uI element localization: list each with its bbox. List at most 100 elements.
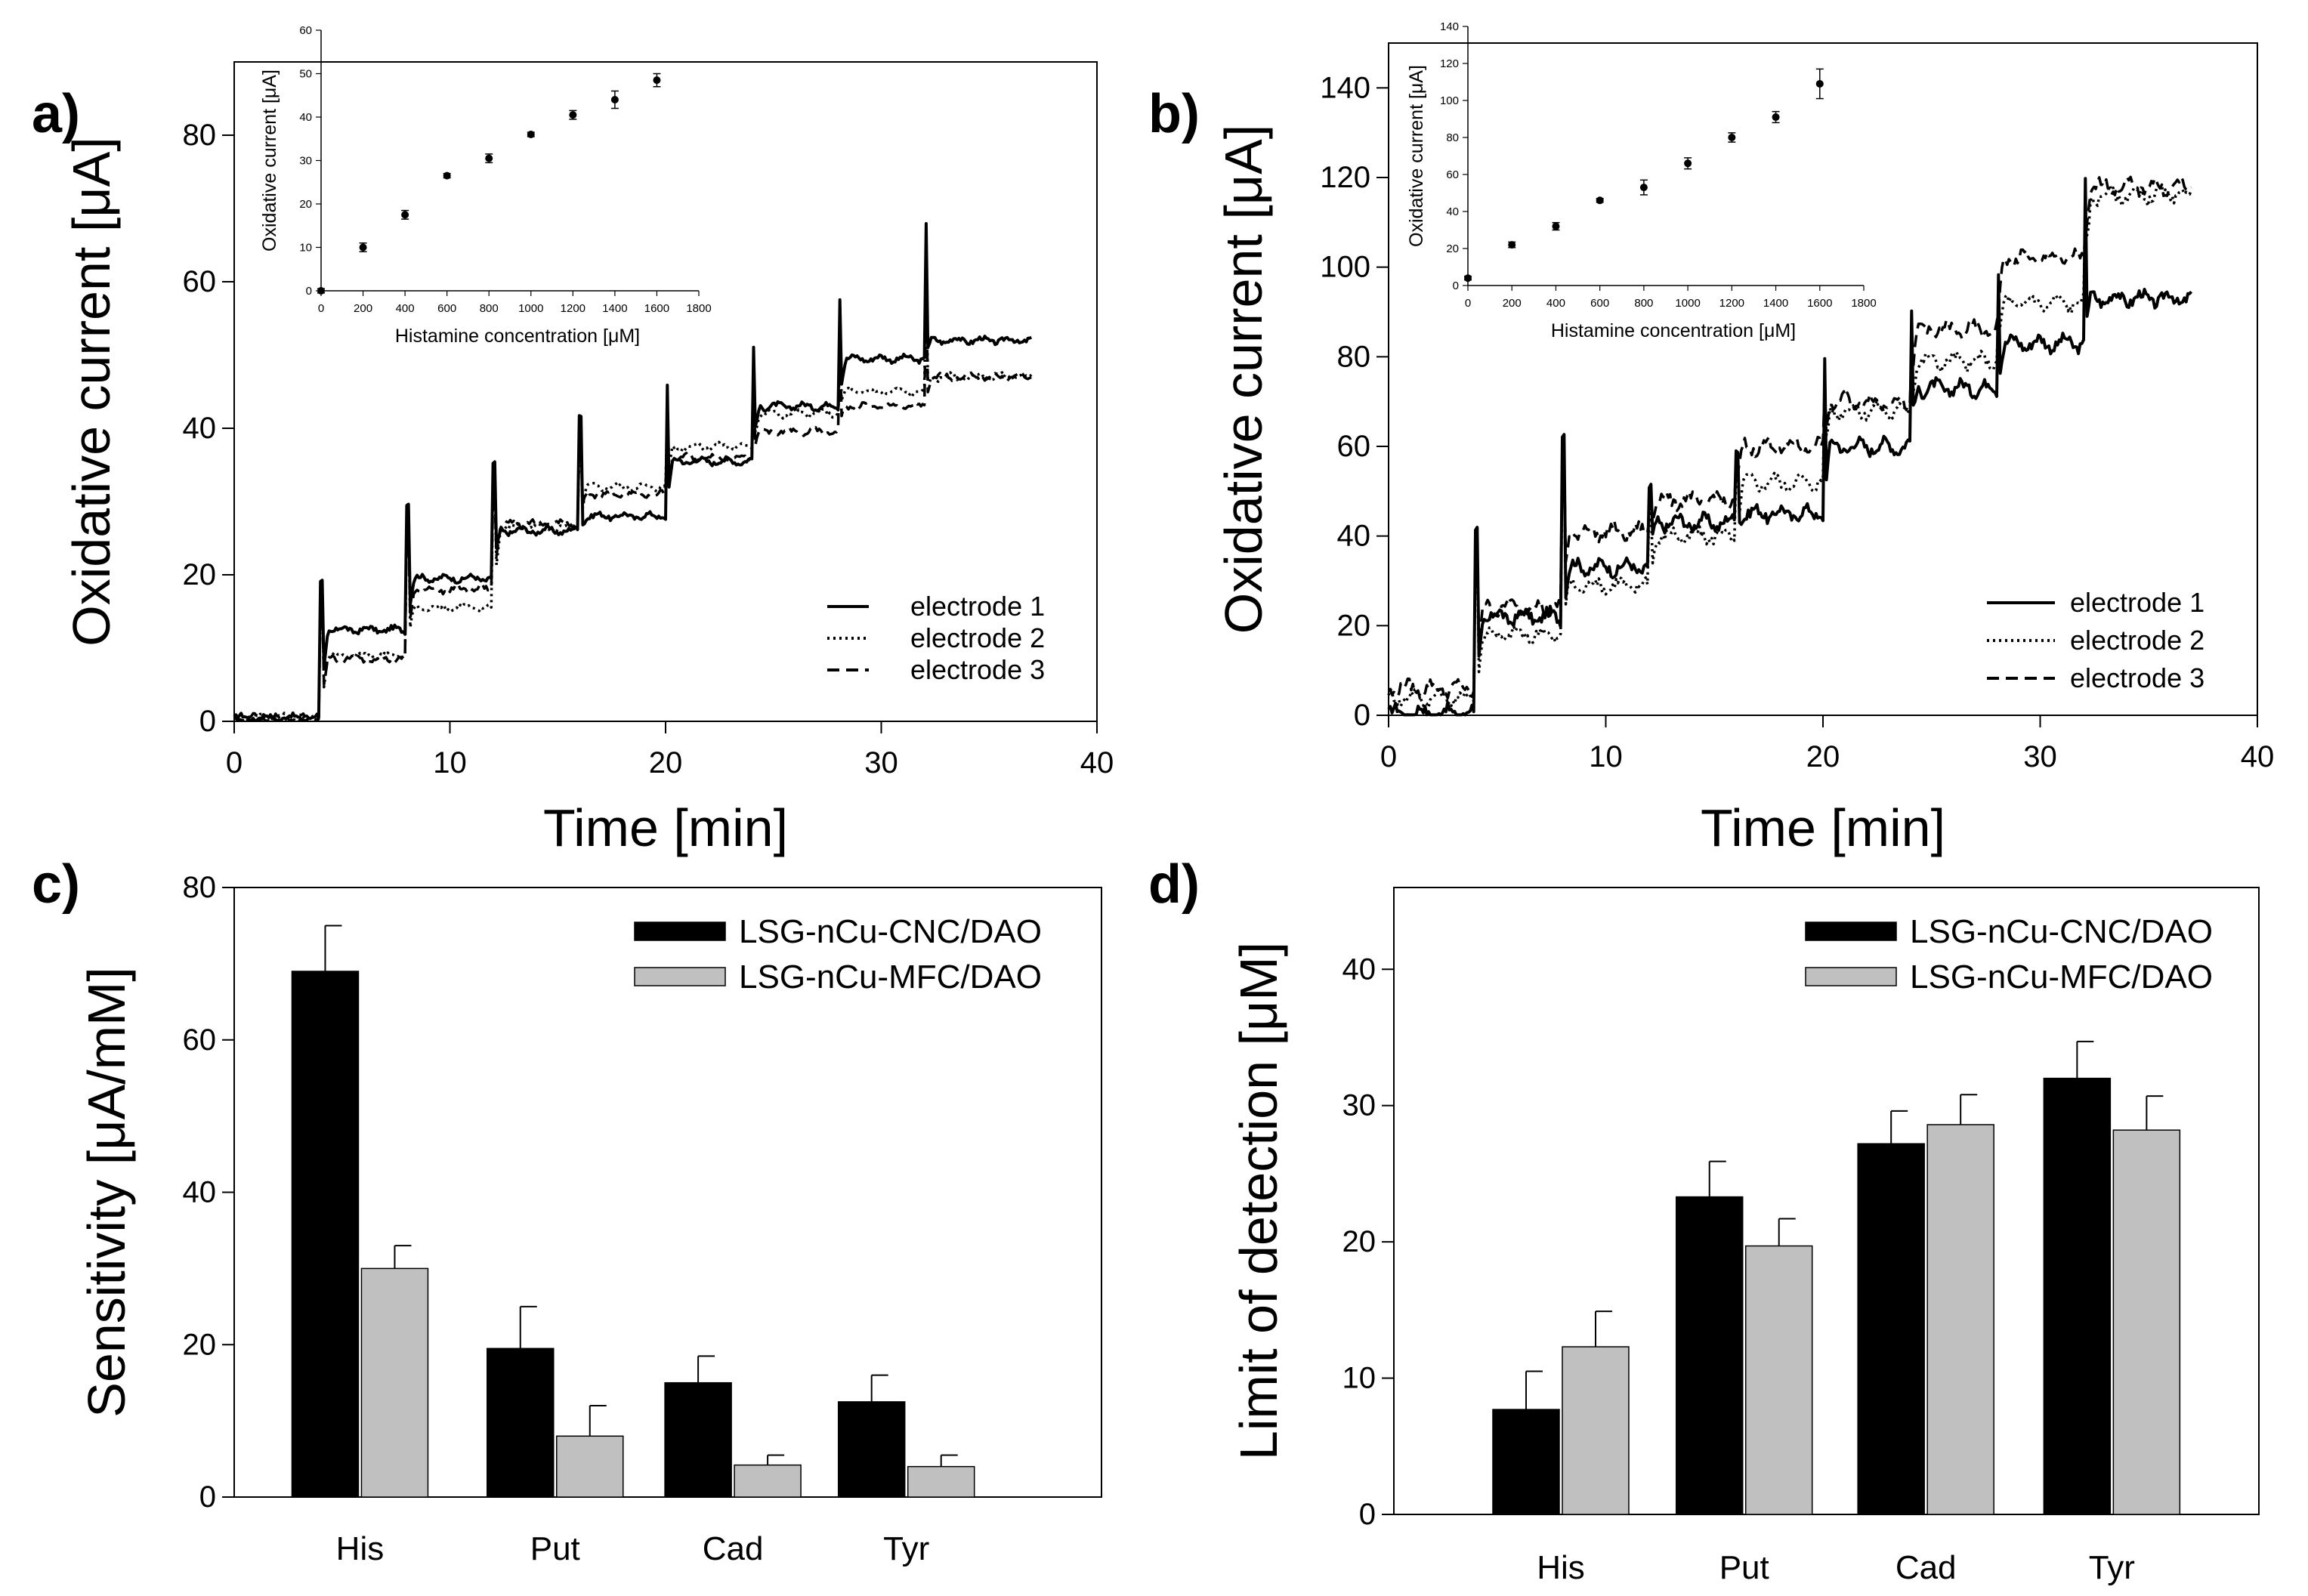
x-tick-label: 20 xyxy=(1806,740,1840,773)
inset-data-point xyxy=(569,111,577,119)
legend-label-1: electrode 1 xyxy=(2070,587,2204,618)
series-line-3 xyxy=(1387,175,2192,700)
bar-put-mfc xyxy=(1744,1245,1813,1515)
x-tick-label: 0 xyxy=(226,746,243,779)
legend-label-cnc: LSG-nCu-CNC/DAO xyxy=(1910,913,2213,950)
y-tick-label: 120 xyxy=(1320,161,1370,194)
inset-x-tick-label: 1400 xyxy=(602,302,627,315)
inset-y-tick-label: 10 xyxy=(299,242,312,255)
inset-x-tick-label: 1600 xyxy=(644,302,669,315)
category-label: Tyr xyxy=(883,1530,929,1567)
y-tick-label: 80 xyxy=(183,119,217,152)
inset-x-tick-label: 0 xyxy=(318,302,324,315)
inset-x-tick-label: 1600 xyxy=(1807,297,1832,310)
y-tick-label: 100 xyxy=(1320,251,1370,284)
inset-x-tick-label: 1200 xyxy=(1719,297,1744,310)
y-axis-title: Oxidative current [μA] xyxy=(62,137,121,646)
inset-y-tick-label: 60 xyxy=(1446,168,1459,181)
inset-y-tick-label: 20 xyxy=(299,198,312,211)
inset-y-tick-label: 140 xyxy=(1440,20,1459,33)
x-tick-label: 10 xyxy=(1589,740,1623,773)
inset-y-axis-title: Oxidative current [μA] xyxy=(1406,65,1427,247)
panel-label-c: c) xyxy=(32,854,80,915)
inset-data-point xyxy=(610,96,619,103)
inset-x-axis-title: Histamine concentration [μM] xyxy=(395,326,640,347)
bar-cad-cnc xyxy=(1857,1143,1925,1515)
category-label: Put xyxy=(1719,1549,1769,1586)
bar-put-cnc xyxy=(1675,1196,1744,1515)
inset-y-tick-label: 50 xyxy=(299,68,312,81)
y-axis-title: Oxidative current [μA] xyxy=(1214,125,1273,634)
inset-data-point xyxy=(527,131,535,138)
y-axis-title: Limit of detection [μM] xyxy=(1229,942,1288,1460)
bar-cad-mfc xyxy=(734,1464,802,1498)
y-tick-label: 20 xyxy=(183,1328,217,1361)
inset-y-tick-label: 20 xyxy=(1446,242,1459,255)
inset-x-tick-label: 600 xyxy=(437,302,456,315)
category-label: Tyr xyxy=(2089,1549,2135,1586)
category-label: His xyxy=(1537,1549,1585,1586)
legend-label-2: electrode 2 xyxy=(2070,625,2204,656)
inset-x-tick-label: 1400 xyxy=(1763,297,1788,310)
inset-y-tick-label: 100 xyxy=(1440,94,1459,107)
y-tick-label: 0 xyxy=(1359,1498,1376,1531)
inset-x-tick-label: 1000 xyxy=(518,302,543,315)
inset-y-tick-label: 40 xyxy=(299,111,312,124)
x-tick-label: 30 xyxy=(864,746,898,779)
inset-x-tick-label: 800 xyxy=(480,302,499,315)
y-tick-label: 60 xyxy=(1337,430,1371,463)
series-line-1 xyxy=(233,222,1033,722)
inset-data-point xyxy=(1639,184,1648,192)
inset-x-tick-label: 200 xyxy=(354,302,372,315)
inset-data-point xyxy=(443,171,451,180)
inset-a: 0 200 400 600 800 1000 1200 1400 1600 1800 0 10 20 30… xyxy=(259,24,712,347)
bar-put-mfc xyxy=(556,1435,624,1498)
inset-data-point xyxy=(1596,196,1604,205)
inset-x-tick-label: 1200 xyxy=(561,302,585,315)
inset-data-point xyxy=(1684,159,1692,168)
y-tick-label: 40 xyxy=(1337,520,1371,553)
inset-data-point xyxy=(1728,134,1736,141)
inset-x-axis-title: Histamine concentration [μM] xyxy=(1551,320,1796,341)
inset-data-point xyxy=(1552,222,1560,230)
inset-y-tick-label: 0 xyxy=(306,285,312,298)
inset-x-tick-label: 1000 xyxy=(1675,297,1700,310)
legend-swatch-mfc xyxy=(1805,967,1897,986)
y-tick-label: 80 xyxy=(1337,340,1371,373)
legend-label-1: electrode 1 xyxy=(910,591,1045,622)
x-tick-label: 40 xyxy=(1080,746,1114,779)
legend-swatch-cnc xyxy=(634,921,726,941)
x-tick-label: 40 xyxy=(2241,740,2275,773)
inset-x-tick-label: 400 xyxy=(1546,297,1565,310)
inset-y-tick-label: 30 xyxy=(299,155,312,168)
panel-d: d) 0 10 20 30 40 Limit of detection [μM] His Put… xyxy=(1148,854,2260,1586)
bar-put-cnc xyxy=(487,1347,555,1498)
y-tick-label: 0 xyxy=(199,1480,216,1514)
y-tick-label: 80 xyxy=(183,871,217,904)
inset-data-point xyxy=(359,243,367,252)
panel-c: c) 0 20 40 60 80 Sensitivity [μA/mM] His Put Cad T… xyxy=(32,854,1102,1567)
legend-swatch-mfc xyxy=(634,967,726,986)
legend-label-mfc: LSG-nCu-MFC/DAO xyxy=(1910,959,2213,996)
panel-label-a: a) xyxy=(32,84,80,144)
x-tick-label: 0 xyxy=(1380,740,1397,773)
inset-x-tick-label: 800 xyxy=(1634,297,1653,310)
plot-frame-d xyxy=(1393,887,2260,1515)
bar-his-mfc xyxy=(1562,1346,1630,1515)
y-tick-label: 40 xyxy=(183,1176,217,1209)
y-tick-label: 10 xyxy=(1342,1362,1376,1395)
inset-data-point xyxy=(317,287,325,295)
bar-his-mfc xyxy=(360,1267,429,1498)
inset-x-tick-label: 1800 xyxy=(1851,297,1876,310)
x-axis-title: Time [min] xyxy=(543,798,788,857)
category-label: His xyxy=(336,1530,385,1567)
inset-y-tick-label: 40 xyxy=(1446,205,1459,218)
inset-data-point xyxy=(1772,113,1780,122)
inset-data-point xyxy=(401,211,409,219)
legend-swatch-cnc xyxy=(1805,921,1897,941)
series-line-1 xyxy=(1387,177,2193,717)
inset-b: 0 200 400 600 800 1000 1200 1400 1600 1800 0 20 40 60… xyxy=(1406,20,1877,341)
bar-cad-mfc xyxy=(1926,1124,1994,1515)
